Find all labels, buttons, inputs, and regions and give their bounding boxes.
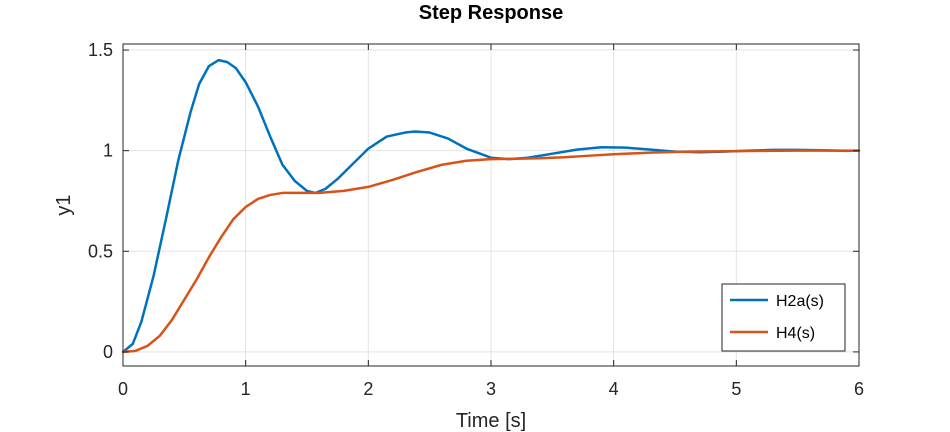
tick-marks	[122, 44, 860, 366]
y-axis-label: y1	[53, 194, 75, 215]
x-tick-label: 1	[241, 379, 251, 399]
tick-labels: 0 1 2 3 4 5 6 0 0.5 1 1.5	[88, 40, 864, 399]
legend-label-h4: H4(s)	[776, 325, 815, 342]
series-line-h4-s	[121, 149, 861, 354]
x-tick-label: 4	[609, 379, 619, 399]
legend-label-h2a: H2a(s)	[776, 293, 824, 310]
x-tick-label: 3	[486, 379, 496, 399]
series-layer	[121, 58, 861, 354]
x-axis-label: Time [s]	[456, 410, 526, 432]
chart-title: Step Response	[419, 2, 563, 24]
y-tick-label: 0	[103, 342, 113, 362]
x-tick-label: 2	[363, 379, 373, 399]
legend: H2a(s) H4(s)	[721, 283, 846, 352]
x-tick-label: 0	[118, 379, 128, 399]
x-tick-label: 5	[731, 379, 741, 399]
y-tick-label: 1.5	[88, 40, 113, 60]
y-tick-label: 1	[103, 141, 113, 161]
y-tick-label: 0.5	[88, 241, 113, 261]
legend-box	[721, 283, 846, 352]
x-tick-label: 6	[854, 379, 864, 399]
